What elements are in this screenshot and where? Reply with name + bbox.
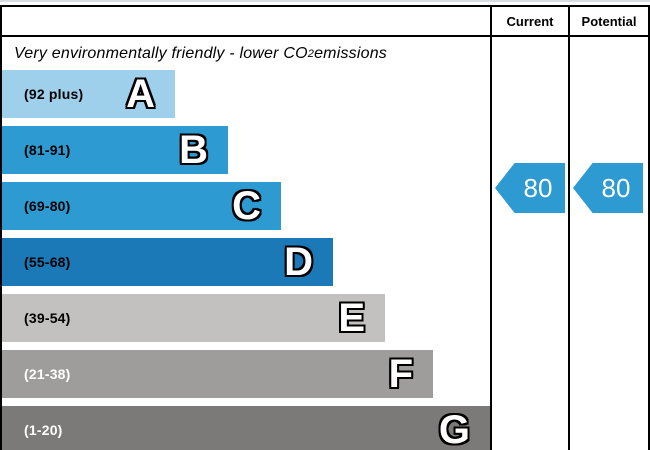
band-e-range: (39-54) <box>24 310 71 326</box>
band-c-bar: (69-80) C <box>2 182 281 230</box>
potential-column-header: Potential <box>568 7 648 35</box>
chart-title: Very environmentally friendly - lower CO… <box>2 37 490 70</box>
potential-rating-value: 80 <box>601 172 631 203</box>
band-b-bar: (81-91) B <box>2 126 228 174</box>
chart-title-text-end: emissions <box>314 44 387 62</box>
potential-rating-arrow: 80 <box>573 163 643 213</box>
current-column-header: Current <box>490 7 568 35</box>
chart-title-subscript: 2 <box>307 47 315 60</box>
band-e-bar: (39-54) E <box>2 294 385 342</box>
band-b-letter: B <box>178 127 209 173</box>
band-c-letter: C <box>231 183 262 229</box>
potential-column: 80 <box>568 37 648 450</box>
band-a-letter: A <box>125 71 156 117</box>
table-header-row: Current Potential <box>2 7 648 37</box>
chart-body: Very environmentally friendly - lower CO… <box>2 37 648 450</box>
band-f-letter: F <box>388 351 414 397</box>
band-g-range: (1-20) <box>24 422 63 438</box>
band-e-letter: E <box>337 295 366 341</box>
epc-co2-rating-chart: Current Potential Very environmentally f… <box>0 5 650 450</box>
band-g-bar: (1-20) G <box>2 406 490 450</box>
bands-panel: Very environmentally friendly - lower CO… <box>2 37 490 450</box>
band-d-range: (55-68) <box>24 254 71 270</box>
band-f-bar: (21-38) F <box>2 350 433 398</box>
window-top-edge <box>0 0 650 2</box>
band-g-letter: G <box>438 407 471 450</box>
chart-title-text: Very environmentally friendly - lower CO <box>14 44 308 62</box>
band-d-letter: D <box>283 239 314 285</box>
band-c-range: (69-80) <box>24 198 71 214</box>
band-f-range: (21-38) <box>24 366 71 382</box>
header-spacer <box>2 7 490 35</box>
band-d-bar: (55-68) D <box>2 238 333 286</box>
band-b-range: (81-91) <box>24 142 71 158</box>
band-a-bar: (92 plus) A <box>2 70 175 118</box>
current-rating-arrow: 80 <box>495 163 565 213</box>
current-column: 80 <box>490 37 568 450</box>
current-rating-value: 80 <box>523 172 553 203</box>
band-a-range: (92 plus) <box>24 86 84 102</box>
